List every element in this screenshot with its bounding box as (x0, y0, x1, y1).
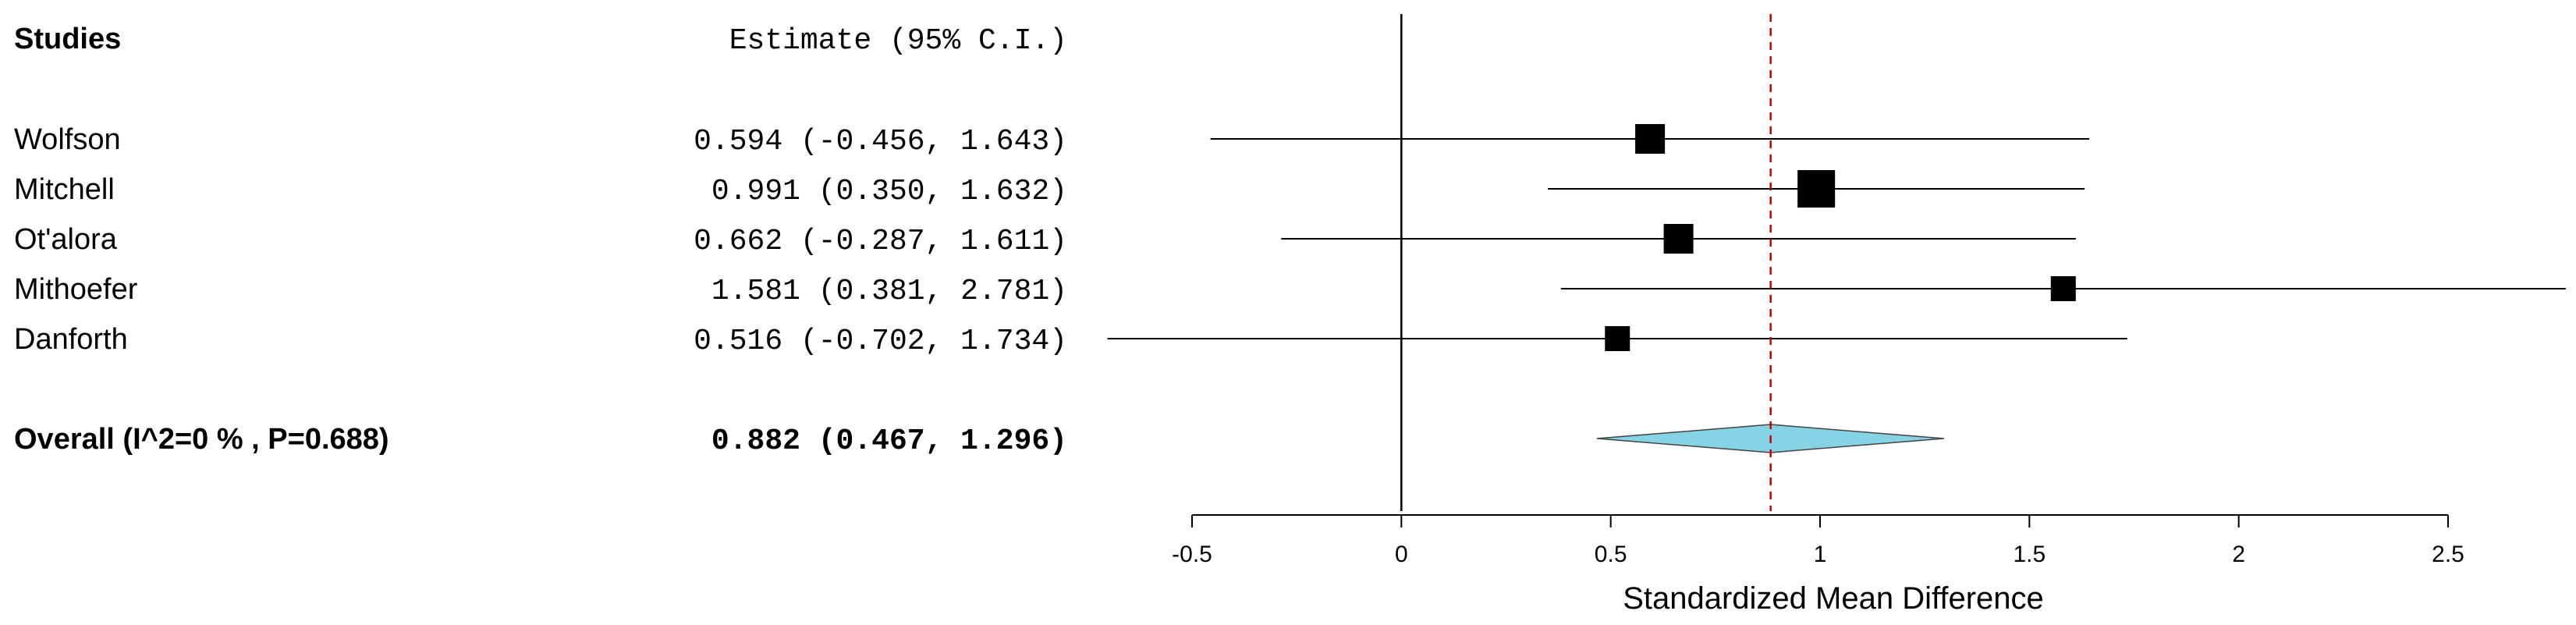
study-point-estimate (1605, 326, 1630, 351)
study-estimate: 0.991 (0.350, 1.632) (711, 175, 1067, 208)
x-tick-label: 2 (2232, 542, 2245, 567)
x-axis-label: Standardized Mean Difference (1623, 581, 2044, 616)
study-estimate: 0.662 (-0.287, 1.611) (694, 225, 1067, 258)
x-tick-label: 1.5 (2013, 542, 2046, 567)
study-point-estimate (1663, 224, 1694, 254)
study-markers (1605, 124, 2076, 351)
x-tick-label: 2.5 (2432, 542, 2464, 567)
study-name: Danforth (14, 323, 128, 356)
overall-name: Overall (I^2=0 % , P=0.688) (14, 423, 389, 456)
study-estimate: 0.516 (-0.702, 1.734) (694, 325, 1067, 358)
study-point-estimate (1635, 124, 1666, 154)
study-estimates: 0.594 (-0.456, 1.643) 0.991 (0.350, 1.632… (694, 125, 1067, 458)
x-axis: -0.5 0 0.5 1 1.5 2 2.5 (1172, 514, 2464, 567)
overall-estimate: 0.882 (0.467, 1.296) (711, 424, 1067, 458)
study-point-estimate (2050, 276, 2076, 301)
x-tick-label: -0.5 (1172, 542, 1212, 567)
confidence-intervals (1107, 138, 2566, 339)
study-name: Mithoefer (14, 273, 138, 306)
x-tick-label: 0.5 (1595, 542, 1627, 567)
study-estimate: 0.594 (-0.456, 1.643) (694, 125, 1067, 158)
x-tick-label: 0 (1395, 542, 1408, 567)
study-point-estimate (1797, 170, 1836, 208)
estimate-header: Estimate (95% C.I.) (729, 24, 1067, 58)
plot-area: -0.5 0 0.5 1 1.5 2 2.5 Standardized Mean Diffe… (1107, 14, 2566, 616)
study-names: Wolfson Mitchell Ot'alora Mithoefer Danforth… (14, 123, 389, 456)
studies-header: Studies (14, 23, 121, 55)
x-tick-label: 1 (1814, 542, 1827, 567)
study-estimate: 1.581 (0.381, 2.781) (711, 275, 1067, 308)
study-name: Ot'alora (14, 223, 118, 256)
study-name: Mitchell (14, 173, 115, 206)
study-name: Wolfson (14, 123, 121, 156)
